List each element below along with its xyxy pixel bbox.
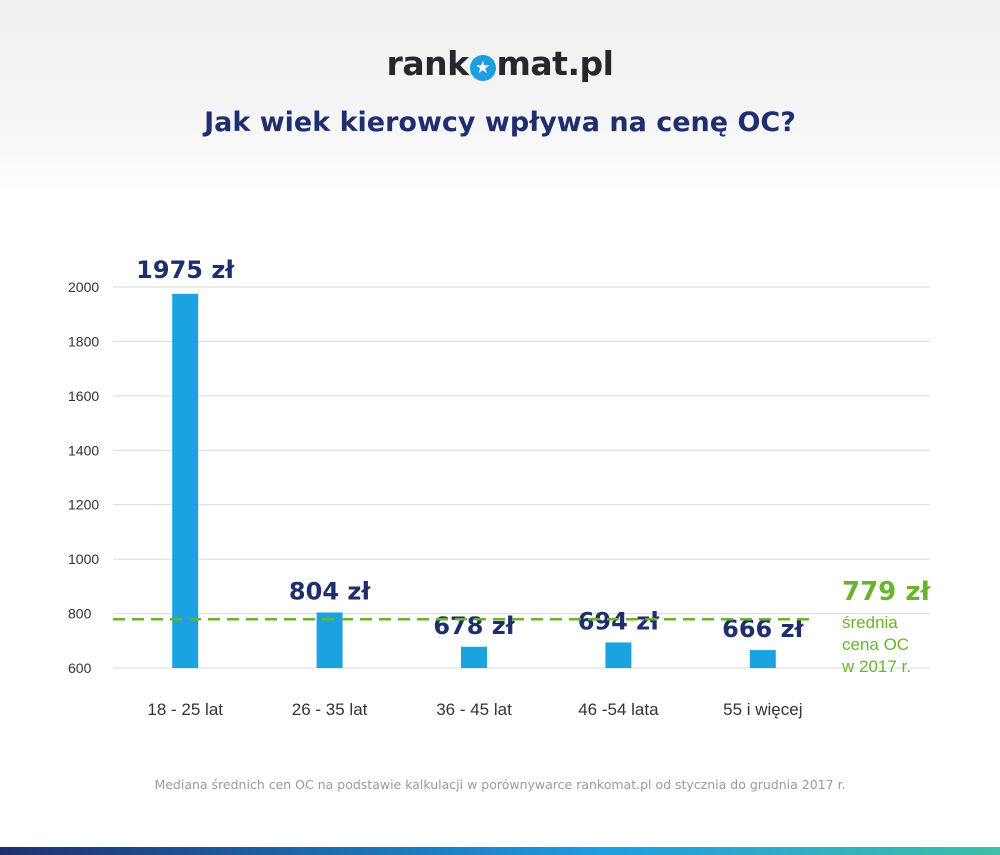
logo-text-right: mat.pl [496,44,614,83]
bottom-gradient-bar [0,847,1000,855]
y-tick-label: 1800 [68,333,99,349]
bar [172,293,199,668]
bar [461,646,487,668]
average-caption-line: średnia [842,613,898,632]
y-tick-label: 1200 [68,497,99,513]
star-icon: ★ [469,55,496,81]
bar [316,612,343,668]
y-tick-label: 1000 [68,551,99,567]
footnote: Mediana średnich cen OC na podstawie kal… [154,777,846,792]
average-caption-line: cena OC [842,635,909,654]
x-tick-label: 55 i więcej [723,700,802,719]
data-label: 694 zł [578,607,660,635]
average-value-label: 779 zł [842,577,931,607]
y-tick-label: 600 [68,660,92,676]
rankomat-logo: rank ★ mat.pl [0,44,1000,83]
logo-text-left: rank [386,44,469,83]
bar [749,650,776,668]
header-background [0,0,1000,200]
x-tick-label: 26 - 35 lat [292,700,368,719]
average-caption-line: w 2017 r. [841,657,911,676]
x-tick-label: 46 -54 lata [578,700,659,719]
y-tick-label: 1400 [68,442,99,458]
y-tick-label: 2000 [68,279,99,295]
y-tick-label: 800 [68,606,92,622]
x-tick-label: 18 - 25 lat [147,700,223,719]
chart-title: Jak wiek kierowcy wpływa na cenę OC? [204,107,796,138]
bar [605,642,632,668]
data-label: 678 zł [433,612,515,640]
data-label: 804 zł [289,577,371,605]
y-tick-label: 1600 [68,388,99,404]
data-label: 1975 zł [136,256,235,284]
x-tick-label: 36 - 45 lat [436,700,512,719]
